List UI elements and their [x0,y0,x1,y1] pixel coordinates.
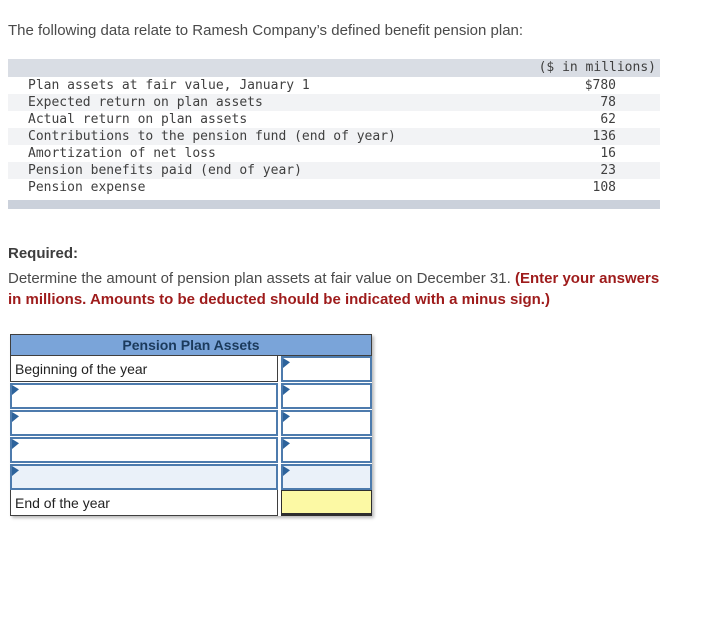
worksheet-title: Pension Plan Assets [10,334,372,356]
worksheet-row-blank [10,464,372,490]
row-value: 62 [600,112,616,127]
amount-input[interactable] [283,412,370,434]
intro-text: The following data relate to Ramesh Comp… [8,22,524,39]
page: The following data relate to Ramesh Comp… [0,21,724,516]
row-label-beginning-of-year: Beginning of the year [10,356,278,382]
worksheet-row-blank [10,383,372,409]
amount-input[interactable] [283,385,370,407]
amount-cell[interactable] [281,437,372,463]
table-row: Expected return on plan assets 78 [8,94,660,111]
row-label: Contributions to the pension fund (end o… [28,129,396,144]
worksheet-row-blank [10,437,372,463]
cell-flag-icon [283,358,290,368]
table-row: Amortization of net loss 16 [8,145,660,162]
amount-input[interactable] [283,439,370,461]
table-row: Pension expense 108 [8,179,660,196]
amount-input[interactable] [283,466,370,488]
amount-cell[interactable] [281,410,372,436]
cell-flag-icon [283,466,290,476]
cell-flag-icon [12,439,19,449]
row-label: Expected return on plan assets [28,95,263,110]
row-value: 136 [592,129,616,144]
row-value: 108 [592,180,616,195]
table-row: Contributions to the pension fund (end o… [8,128,660,145]
cell-flag-icon [283,439,290,449]
row-value: 16 [600,146,616,161]
row-label: Plan assets at fair value, January 1 [28,78,310,93]
cell-flag-icon [12,466,19,476]
row-value: 23 [600,163,616,178]
item-label-input[interactable] [12,466,276,488]
item-label-cell[interactable] [10,437,278,463]
row-label: Actual return on plan assets [28,112,248,127]
item-label-input[interactable] [12,385,276,407]
item-label-cell[interactable] [10,410,278,436]
cell-flag-icon [12,412,19,422]
worksheet-row-end: End of the year [10,490,372,516]
data-table-units-header: ($ in millions) [8,59,660,77]
amount-input[interactable] [283,358,370,380]
pension-data-table: ($ in millions) Plan assets at fair valu… [8,59,660,209]
amount-cell[interactable] [281,356,372,382]
cell-flag-icon [283,385,290,395]
worksheet-row-beginning: Beginning of the year [10,356,372,382]
item-label-input[interactable] [12,439,276,461]
table-row: Actual return on plan assets 62 [8,111,660,128]
data-table-footer-bar [8,200,660,209]
total-amount-input[interactable] [282,491,371,513]
item-label-cell[interactable] [10,383,278,409]
instruction-emphasis: (Enter your answers in millions. Amounts… [8,270,660,308]
required-section: Required: Determine the amount of pensio… [8,244,716,310]
amount-cell[interactable] [281,383,372,409]
table-row: Plan assets at fair value, January 1 $78… [8,77,660,94]
cell-flag-icon [283,412,290,422]
row-label-end-of-year: End of the year [10,490,278,516]
pension-plan-assets-table: Pension Plan Assets Beginning of the yea… [10,334,372,516]
row-value: 78 [600,95,616,110]
required-instruction: Determine the amount of pension plan ass… [8,268,673,310]
row-label: Pension benefits paid (end of year) [28,163,302,178]
amount-cell[interactable] [281,464,372,490]
required-heading: Required: [8,245,79,262]
item-label-cell[interactable] [10,464,278,490]
cell-flag-icon [12,385,19,395]
worksheet-row-blank [10,410,372,436]
row-label: Amortization of net loss [28,146,216,161]
instruction-text: Determine the amount of pension plan ass… [8,270,515,287]
row-value: $780 [584,78,616,93]
item-label-input[interactable] [12,412,276,434]
total-cell[interactable] [281,490,372,516]
row-label: Pension expense [28,180,146,195]
table-row: Pension benefits paid (end of year) 23 [8,162,660,179]
